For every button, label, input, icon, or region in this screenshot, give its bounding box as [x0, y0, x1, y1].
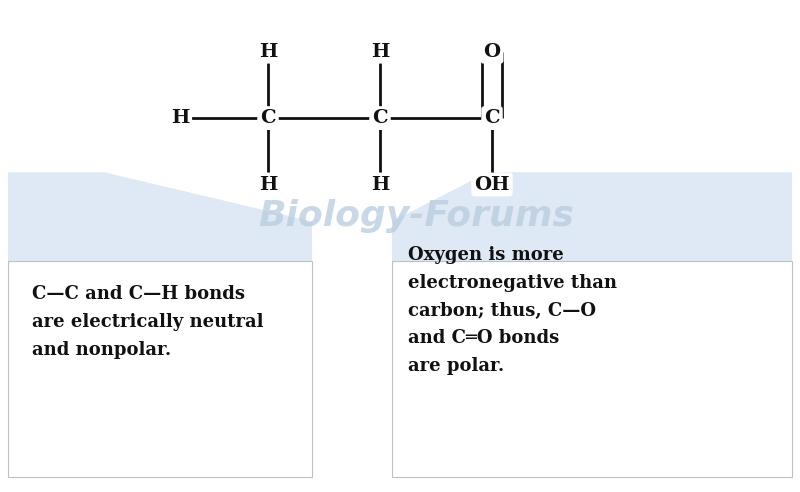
Polygon shape: [8, 172, 312, 477]
Text: C: C: [372, 109, 388, 127]
Text: H: H: [371, 176, 389, 193]
Polygon shape: [392, 172, 792, 477]
Text: C: C: [484, 109, 500, 127]
Text: C: C: [260, 109, 276, 127]
Text: C—C and C—H bonds
are electrically neutral
and nonpolar.: C—C and C—H bonds are electrically neutr…: [32, 285, 263, 359]
FancyBboxPatch shape: [8, 261, 312, 477]
Text: H: H: [171, 109, 189, 127]
Text: H: H: [259, 43, 277, 61]
Text: H: H: [259, 176, 277, 193]
Text: O: O: [483, 43, 501, 61]
Text: H: H: [371, 43, 389, 61]
Text: Biology-Forums: Biology-Forums: [258, 199, 574, 234]
Text: OH: OH: [474, 176, 510, 193]
Text: Oxygen is more
electronegative than
carbon; thus, C—O
and C═O bonds
are polar.: Oxygen is more electronegative than carb…: [408, 246, 617, 375]
FancyBboxPatch shape: [392, 261, 792, 477]
